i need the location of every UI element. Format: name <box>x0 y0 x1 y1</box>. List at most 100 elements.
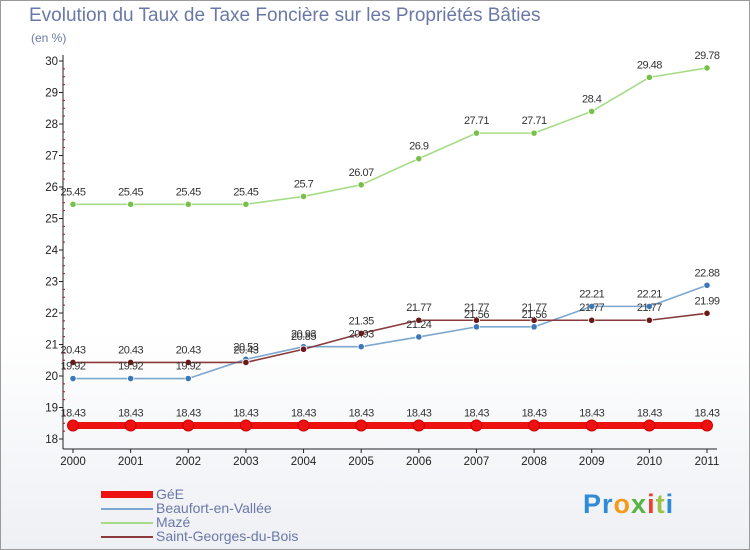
data-label: 18.43 <box>406 407 431 419</box>
y-tick-label: 21 <box>45 340 58 352</box>
data-point <box>530 129 538 137</box>
data-label: 19.92 <box>118 361 143 373</box>
data-point <box>472 129 481 137</box>
legend-swatch-saint-georges <box>101 536 153 538</box>
data-label: 20.85 <box>291 331 316 343</box>
x-tick-label: 2007 <box>464 456 490 468</box>
legend-swatch-maze <box>101 522 153 524</box>
proxiti-logo: Proxiti <box>583 489 675 519</box>
data-label: 18.43 <box>349 407 374 419</box>
data-point <box>184 374 192 383</box>
data-point <box>530 323 538 331</box>
data-label: 20.53 <box>233 341 258 353</box>
y-tick-label: 24 <box>45 245 58 257</box>
data-point <box>415 155 423 163</box>
legend-item-maze: Mazé <box>101 514 341 531</box>
data-label: 19.92 <box>60 361 85 373</box>
data-point <box>67 419 79 432</box>
data-point <box>239 419 252 432</box>
data-point <box>184 358 192 367</box>
x-tick-label: 2005 <box>348 456 374 468</box>
data-label: 18.43 <box>118 407 143 419</box>
data-label: 18.43 <box>176 407 201 419</box>
data-point <box>588 316 596 324</box>
data-point <box>643 419 656 432</box>
x-tick-label: 2000 <box>60 456 86 468</box>
legend-item-saint-georges: Saint-Georges-du-Bois <box>101 528 341 545</box>
data-point <box>127 200 135 208</box>
data-point <box>357 329 365 338</box>
data-point <box>530 316 538 324</box>
data-label: 21.35 <box>349 315 374 327</box>
data-point <box>528 419 541 432</box>
data-point <box>357 181 365 189</box>
x-tick-label: 2003 <box>233 456 259 468</box>
y-tick-label: 30 <box>45 56 58 68</box>
x-tick-label: 2009 <box>579 456 605 468</box>
data-point <box>415 333 423 341</box>
data-point <box>470 419 483 432</box>
data-label: 27.71 <box>464 115 489 127</box>
data-point <box>299 345 308 353</box>
data-point <box>701 419 713 432</box>
data-point <box>585 419 598 432</box>
data-label: 26.9 <box>409 141 429 153</box>
data-point <box>412 419 425 432</box>
data-label: 18.43 <box>464 407 489 419</box>
y-tick-label: 27 <box>45 151 58 163</box>
y-tick-label: 26 <box>45 182 58 194</box>
data-point <box>124 419 137 432</box>
data-label: 21.56 <box>464 309 489 321</box>
x-tick-label: 2008 <box>521 456 547 468</box>
data-point <box>69 374 77 383</box>
data-label: 19.92 <box>176 361 201 373</box>
data-label: 29.78 <box>694 50 719 62</box>
chart-title: Evolution du Taux de Taxe Foncière sur l… <box>29 5 541 26</box>
data-point <box>703 64 711 72</box>
data-label: 27.71 <box>522 115 547 127</box>
data-label: 25.45 <box>118 186 143 198</box>
legend-swatch-gee <box>101 491 153 498</box>
data-label: 20.43 <box>176 344 201 356</box>
data-label: 18.43 <box>60 407 85 419</box>
data-label: 29.48 <box>637 59 662 71</box>
data-label: 18.43 <box>579 407 604 419</box>
x-tick-label: 2001 <box>118 456 144 468</box>
unit-label: (en %) <box>31 31 67 45</box>
data-point <box>472 323 481 331</box>
y-tick-label: 18 <box>45 434 58 446</box>
data-label: 18.43 <box>637 407 662 419</box>
x-tick-label: 2010 <box>637 456 663 468</box>
data-label: 22.21 <box>637 288 662 300</box>
data-label: 28.4 <box>582 93 602 105</box>
data-label: 22.88 <box>694 267 719 279</box>
data-label: 25.45 <box>60 186 85 198</box>
data-point <box>299 192 308 201</box>
y-tick-label: 25 <box>45 214 58 226</box>
chart-data-labels: 25.45 25.45 25.45 25.45 25.7 26.07 26.9 27.71 27… <box>60 50 720 420</box>
data-label: 25.45 <box>176 186 201 198</box>
data-label: 26.07 <box>349 167 374 179</box>
data-point <box>645 316 653 324</box>
data-label: 18.43 <box>233 407 258 419</box>
data-label: 21.24 <box>406 319 431 331</box>
legend-item-beaufort: Beaufort-en-Vallée <box>101 500 341 517</box>
y-tick-label: 23 <box>45 277 58 289</box>
data-label: 21.56 <box>522 309 547 321</box>
data-point <box>357 343 365 351</box>
chart-series <box>67 64 713 432</box>
data-point <box>184 200 192 208</box>
x-tick-label: 2002 <box>175 456 201 468</box>
legend-label-maze: Mazé <box>156 514 191 530</box>
data-point <box>703 281 711 289</box>
data-label: 21.77 <box>406 302 431 314</box>
y-tick-label: 22 <box>45 308 58 320</box>
data-point <box>242 200 250 208</box>
data-point <box>588 302 596 310</box>
data-point <box>645 302 653 310</box>
data-label: 20.43 <box>118 344 143 356</box>
data-point <box>472 316 481 324</box>
data-point <box>182 419 195 432</box>
